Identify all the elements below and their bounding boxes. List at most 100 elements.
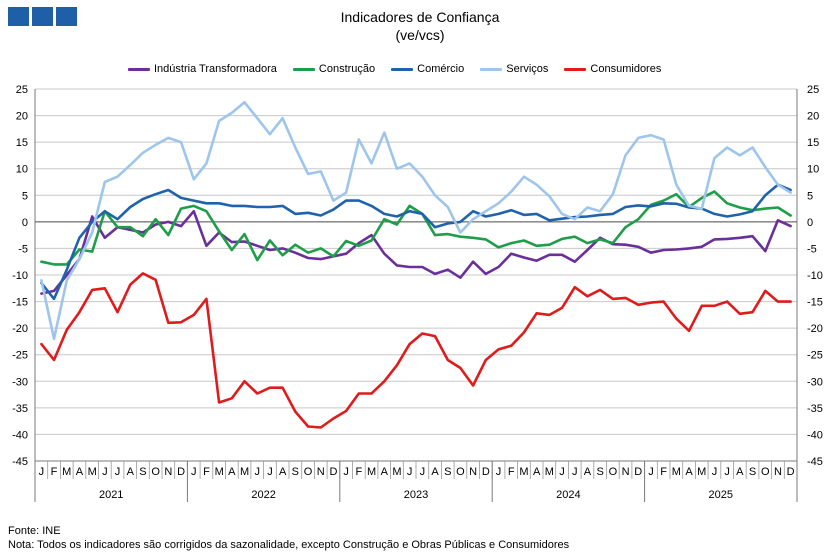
chart-legend: Indústria Transformadora Construção Comé… [128, 63, 677, 75]
year-label: 2024 [556, 489, 580, 501]
y-tick-label-left: -45 [12, 456, 28, 468]
year-label: 2023 [404, 489, 428, 501]
month-label: O [151, 466, 160, 478]
month-label: D [329, 466, 337, 478]
y-tick-label-left: -5 [18, 243, 28, 255]
month-label: S [444, 466, 451, 478]
y-tick-label-right: 0 [807, 217, 813, 229]
month-label: D [482, 466, 490, 478]
year-label: 2022 [251, 489, 275, 501]
y-tick-label-left: 5 [22, 190, 28, 202]
month-label: N [469, 466, 477, 478]
series-line-industria [40, 209, 792, 295]
y-tick-label-right: -45 [807, 456, 823, 468]
y-tick-label-right: 25 [807, 84, 819, 96]
legend-label-construcao: Construção [318, 63, 376, 75]
month-label: M [519, 466, 528, 478]
y-tick-label-right: -30 [807, 376, 823, 388]
month-label: M [215, 466, 224, 478]
month-label: N [317, 466, 325, 478]
month-label: F [355, 466, 362, 478]
y-tick-label-left: -10 [12, 270, 28, 282]
month-label: J [191, 466, 197, 478]
month-label: A [736, 466, 744, 478]
legend-item-comercio: Comércio [391, 63, 464, 75]
month-label: S [139, 466, 146, 478]
chart-subtitle: (ve/vcs) [395, 27, 445, 43]
month-label: F [51, 466, 58, 478]
y-tick-label-left: 10 [16, 164, 28, 176]
y-tick-label-right: -20 [807, 323, 823, 335]
month-label: A [228, 466, 236, 478]
month-label: M [367, 466, 376, 478]
month-label: S [292, 466, 299, 478]
y-tick-label-left: 0 [22, 217, 28, 229]
y-tick-label-left: 15 [16, 137, 28, 149]
month-label: F [508, 466, 515, 478]
month-label: J [39, 466, 45, 478]
y-tick-label-right: -40 [807, 429, 823, 441]
y-tick-label-right: 5 [807, 190, 813, 202]
month-label: J [559, 466, 565, 478]
month-label: M [240, 466, 249, 478]
month-label: M [62, 466, 71, 478]
month-label: A [76, 466, 84, 478]
y-tick-label-left: -20 [12, 323, 28, 335]
y-tick-label-left: -15 [12, 297, 28, 309]
legend-label-consumidores: Consumidores [590, 63, 662, 75]
month-label: S [749, 466, 756, 478]
y-tick-label-right: 15 [807, 137, 819, 149]
month-label: J [102, 466, 108, 478]
month-label: M [672, 466, 681, 478]
legend-item-construcao: Construção [292, 63, 376, 75]
month-label: F [660, 466, 667, 478]
footnote: Nota: Todos os indicadores são corrigido… [8, 539, 570, 551]
month-label: J [712, 466, 718, 478]
year-label: 2021 [99, 489, 123, 501]
month-label: J [572, 466, 578, 478]
logo-block-3 [56, 7, 77, 26]
month-label: O [304, 466, 313, 478]
month-label: S [596, 466, 603, 478]
month-label: A [279, 466, 287, 478]
month-label: A [685, 466, 693, 478]
month-label: A [381, 466, 389, 478]
month-label: N [622, 466, 630, 478]
series-line-comercio [40, 183, 792, 301]
legend-swatch-servicos [480, 67, 503, 71]
logo-block-1 [8, 7, 29, 26]
y-tick-label-left: -40 [12, 429, 28, 441]
y-tick-label-left: -25 [12, 350, 28, 362]
month-label: A [533, 466, 541, 478]
y-tick-label-right: -15 [807, 297, 823, 309]
series-line-consumidores [40, 272, 792, 429]
legend-swatch-industria [128, 67, 150, 71]
series-line-servicos [40, 101, 792, 341]
month-label: O [456, 466, 465, 478]
month-label: O [609, 466, 618, 478]
legend-swatch-comercio [391, 67, 414, 71]
y-tick-label-right: 20 [807, 111, 819, 123]
y-tick-label-left: -35 [12, 403, 28, 415]
legend-item-consumidores: Consumidores [564, 63, 661, 75]
month-label: D [787, 466, 795, 478]
month-label: J [420, 466, 426, 478]
month-label: A [127, 466, 135, 478]
source-note: Fonte: INE [8, 525, 61, 537]
legend-swatch-consumidores [564, 67, 587, 71]
month-label: N [774, 466, 782, 478]
month-label: M [392, 466, 401, 478]
legend-label-servicos: Serviços [506, 63, 549, 75]
month-label: J [267, 466, 273, 478]
y-tick-label-right: -35 [807, 403, 823, 415]
series-line-construcao [40, 190, 792, 266]
y-tick-label-left: 25 [16, 84, 28, 96]
y-tick-label-right: 10 [807, 164, 819, 176]
month-label: J [407, 466, 413, 478]
y-tick-label-right: -10 [807, 270, 823, 282]
legend-swatch-construcao [292, 67, 315, 71]
month-label: A [584, 466, 592, 478]
month-label: A [431, 466, 439, 478]
month-label: O [761, 466, 770, 478]
